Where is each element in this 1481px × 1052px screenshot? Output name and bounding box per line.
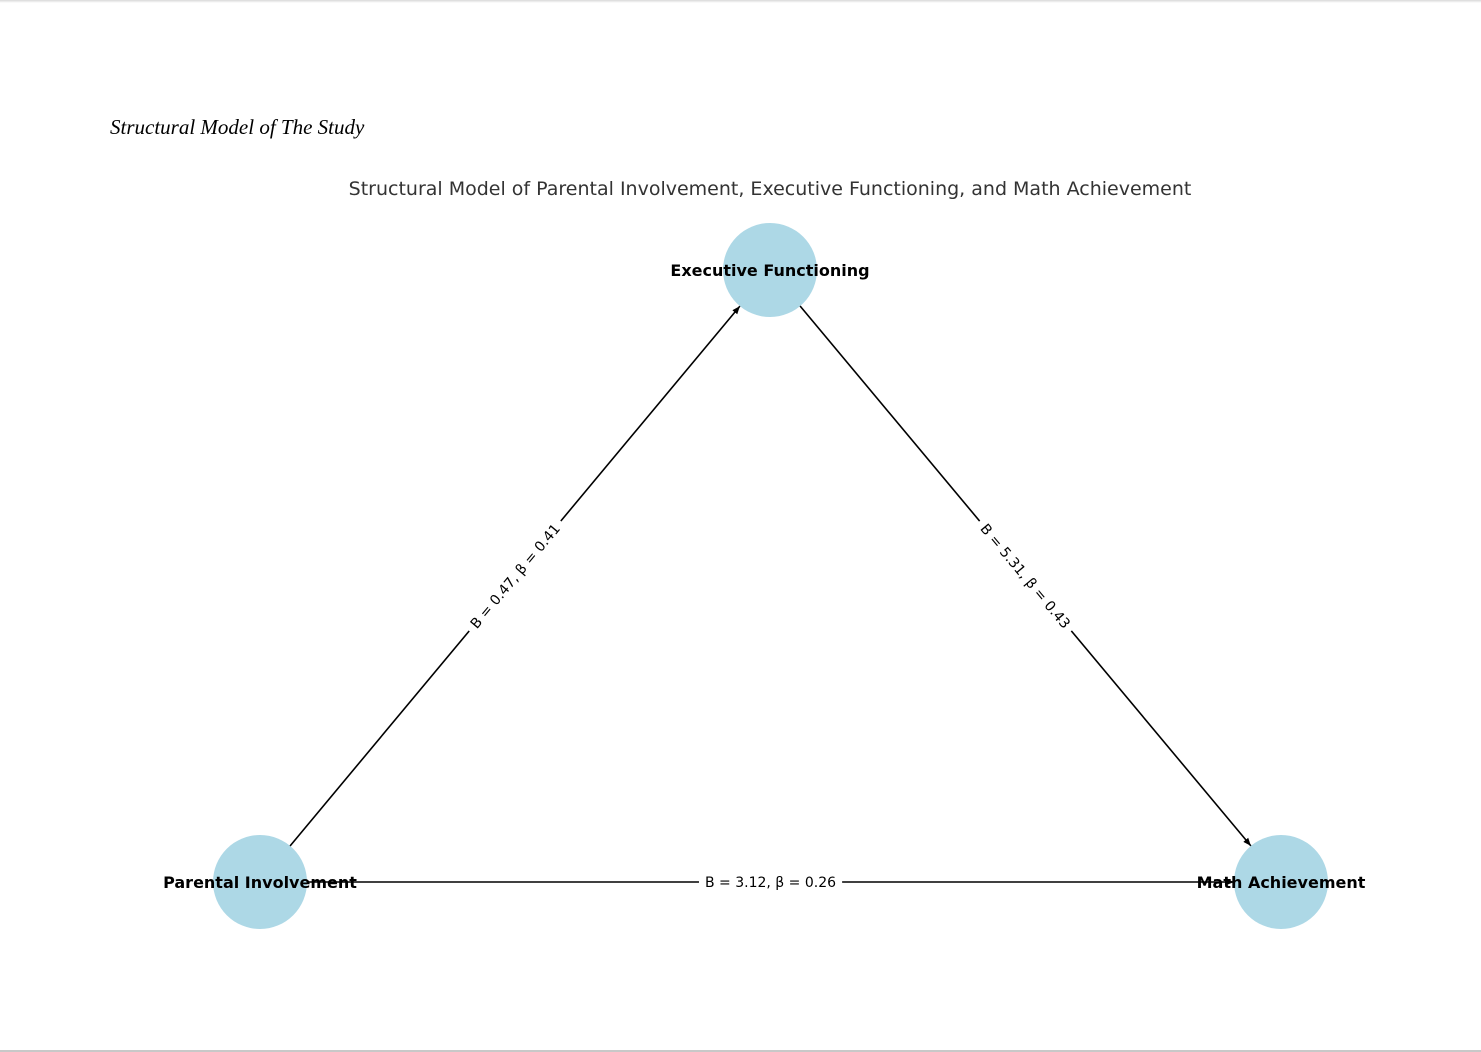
edge-label-group: B = 3.12, β = 0.26 xyxy=(698,874,843,892)
edge-label-ef-ma: B = 5.31, β = 0.43 xyxy=(977,521,1073,632)
edge-label-pi-ef: B = 0.47, β = 0.41 xyxy=(468,521,564,632)
edges xyxy=(277,291,1252,886)
edge-label-group: B = 0.47, β = 0.41 xyxy=(463,515,569,638)
edge-labels: B = 0.47, β = 0.41 B = 5.31, β = 0.43 B = … xyxy=(463,515,1078,892)
node-labels: Executive Functioning Parental Involvemen… xyxy=(163,261,1366,892)
node-ef xyxy=(723,223,817,317)
node-label-ef: Executive Functioning xyxy=(670,261,869,280)
bottom-border xyxy=(0,1050,1481,1052)
edge-label-background xyxy=(698,874,843,892)
node-label-pi: Parental Involvement xyxy=(163,873,357,892)
edge-label-background xyxy=(463,515,569,638)
node-ma xyxy=(1234,835,1328,929)
edge-label-group: B = 5.31, β = 0.43 xyxy=(971,515,1078,638)
nodes xyxy=(213,223,1328,929)
edge-label-pi-ma: B = 3.12, β = 0.26 xyxy=(705,875,836,891)
node-label-ma: Math Achievement xyxy=(1197,873,1366,892)
figure-caption: Structural Model of The Study xyxy=(110,115,365,139)
edge-label-background xyxy=(971,515,1078,638)
diagram-title: Structural Model of Parental Involvement… xyxy=(349,178,1192,200)
node-pi xyxy=(213,835,307,929)
top-border xyxy=(0,0,1481,3)
